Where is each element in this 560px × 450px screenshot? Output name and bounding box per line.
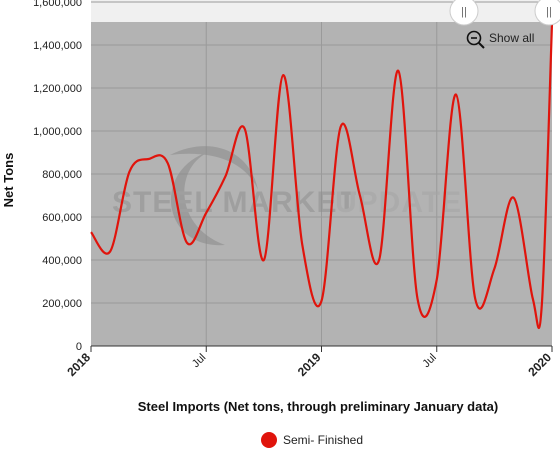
y-tick-label: 600,000 [42,212,82,224]
watermark-swirl-icon [170,146,258,246]
x-axis-title: Steel Imports (Net tons, through prelimi… [138,399,498,414]
y-tick-label: 1,200,000 [33,83,82,95]
y-axis-ticks: 0 200,000 400,000 600,000 800,000 1,000,000 1,… [33,0,82,353]
x-tick-label: Jul [420,352,438,370]
left-handle-grip: || [461,6,467,18]
y-tick-label: 0 [76,341,82,353]
right-handle-grip: || [546,6,552,18]
navigator-left-handle[interactable]: || [449,0,479,26]
watermark-text-light: UPDATE [335,186,462,219]
navigator-strip [91,0,552,22]
x-axis-ticks: 2018 Jul 2019 Jul 2020 [64,346,554,379]
y-tick-label: 400,000 [42,255,82,267]
navigator-right-handle[interactable]: || [534,0,560,26]
x-tick-label: Jul [190,352,208,370]
x-tick-label: 2018 [64,350,93,379]
y-tick-label: 1,600,000 [33,0,82,9]
y-axis-title: Net Tons [1,153,16,208]
watermark-text-bold: STEEL MARKET [112,186,357,219]
y-tick-label: 800,000 [42,169,82,181]
y-tick-label: 1,000,000 [33,126,82,138]
legend-label-semi-finished: Semi- Finished [283,433,363,447]
legend[interactable]: Semi- Finished [261,432,363,448]
show-all-button[interactable]: Show all [466,30,535,49]
y-tick-label: 1,400,000 [33,40,82,52]
y-tick-label: 200,000 [42,298,82,310]
x-tick-label: 2020 [525,350,554,379]
legend-marker-semi-finished [261,432,277,448]
series-line-semi-finished [90,23,554,329]
gridlines [91,1,552,346]
show-all-label: Show all [489,31,534,45]
zoom-out-magnifier-icon [466,30,485,49]
x-tick-label: 2019 [295,350,324,379]
watermark-logo: STEEL MARKET UPDATE [112,146,462,246]
